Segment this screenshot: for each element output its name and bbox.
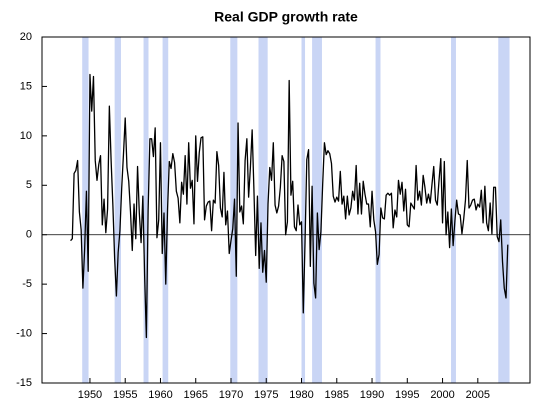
plot-frame <box>41 36 531 384</box>
x-tick-label: 1985 <box>325 389 349 401</box>
y-tick-label: 10 <box>20 130 32 142</box>
x-tick-label: 1970 <box>219 389 243 401</box>
y-tick-label: -10 <box>16 327 32 339</box>
recession-band <box>114 37 121 383</box>
recession-band <box>143 37 149 383</box>
x-tick-label: 1965 <box>183 389 207 401</box>
recession-band <box>301 37 306 383</box>
recession-band <box>312 37 322 383</box>
x-tick-label: 1990 <box>360 389 384 401</box>
x-tick-label: 1980 <box>289 389 313 401</box>
x-tick-label: 1950 <box>78 389 102 401</box>
y-tick-label: 20 <box>20 31 32 43</box>
x-tick-label: 2000 <box>430 389 454 401</box>
x-tick-label: 1975 <box>254 389 278 401</box>
recession-band <box>451 37 456 383</box>
recession-band <box>258 37 268 383</box>
y-tick-label: -5 <box>22 278 32 290</box>
x-tick-label: 1960 <box>148 389 172 401</box>
y-tick-label: 0 <box>26 229 32 241</box>
chart-title: Real GDP growth rate <box>214 9 358 25</box>
y-tick-label: -15 <box>16 377 32 389</box>
recession-band <box>162 37 169 383</box>
recession-band <box>375 37 381 383</box>
x-tick-label: 1995 <box>395 389 419 401</box>
gdp-line <box>70 73 509 339</box>
y-tick-label: 15 <box>20 80 32 92</box>
x-tick-label: 1955 <box>113 389 137 401</box>
y-tick-label: 5 <box>26 179 32 191</box>
recession-band <box>498 37 510 383</box>
x-tick-label: 2005 <box>466 389 490 401</box>
